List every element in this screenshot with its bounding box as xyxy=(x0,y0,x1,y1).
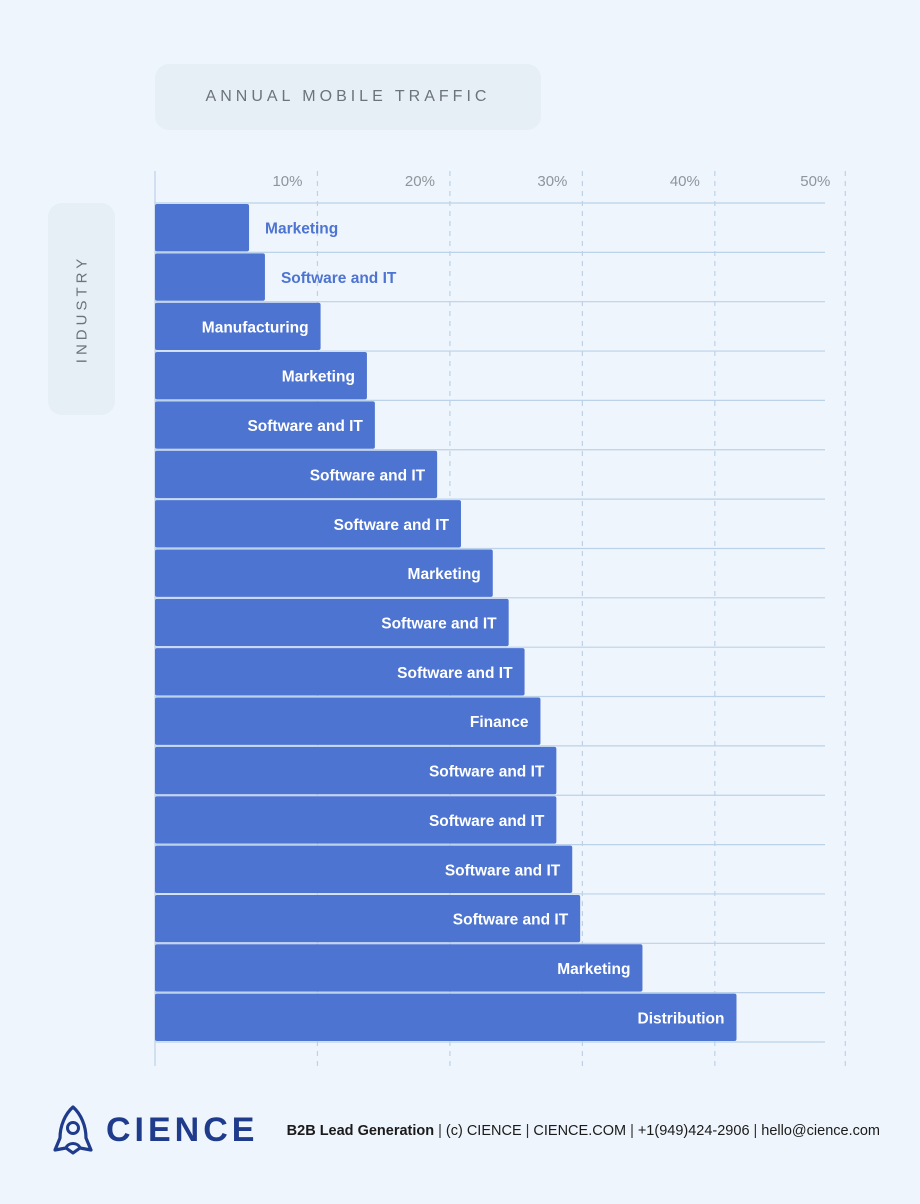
x-tick-label: 50% xyxy=(800,173,830,190)
bar-label: Software and IT xyxy=(281,270,397,287)
bars: Marketing Software and IT Manufacturing Mar… xyxy=(155,204,737,1041)
chart-title: ANNUAL MOBILE TRAFFIC xyxy=(205,88,491,105)
phone-number[interactable]: +1(949)424-2906 xyxy=(637,1123,750,1139)
bar-label: Software and IT xyxy=(334,517,450,534)
bar xyxy=(155,598,509,647)
bar xyxy=(155,450,438,499)
bar xyxy=(155,648,525,696)
bar xyxy=(155,697,541,745)
x-tick-label: 40% xyxy=(670,173,700,190)
bar xyxy=(155,993,737,1041)
bar-label: Software and IT xyxy=(445,862,561,879)
bar-label: Marketing xyxy=(282,369,355,386)
bar-label: Software and IT xyxy=(310,467,426,484)
tagline: B2B Lead Generation xyxy=(286,1123,435,1139)
bar xyxy=(155,549,493,597)
email-link[interactable]: hello@cience.com xyxy=(761,1123,880,1139)
bar-label: Manufacturing xyxy=(202,319,309,336)
bar-label: Marketing xyxy=(557,961,630,978)
bar-chart: 10% 20% 30% 40% 50% Marketing Software and IT… xyxy=(154,171,846,1066)
bar-label: Distribution xyxy=(638,1010,725,1027)
contact-line: B2B Lead Generation | (c) CIENCE | CIENCE.CO… xyxy=(286,1123,880,1139)
x-tick-label: 10% xyxy=(272,173,302,190)
x-axis-ticks: 10% 20% 30% 40% 50% xyxy=(272,173,830,190)
website-link[interactable]: CIENCE.COM xyxy=(533,1123,627,1139)
bar xyxy=(155,352,367,400)
bar-label: Finance xyxy=(470,714,529,731)
chart-title-box: ANNUAL MOBILE TRAFFIC xyxy=(155,64,541,130)
bar xyxy=(155,253,265,301)
y-axis-label-box: INDUSTRY xyxy=(48,203,115,415)
cience-logo[interactable]: CIENCE xyxy=(50,1104,258,1156)
bar-label: Software and IT xyxy=(429,764,545,781)
bar xyxy=(155,894,581,943)
bar xyxy=(155,944,643,992)
bar xyxy=(155,302,321,351)
bar-label: Software and IT xyxy=(453,912,569,929)
x-tick-label: 20% xyxy=(405,173,435,190)
bar xyxy=(155,500,461,548)
footer: CIENCE B2B Lead Generation | (c) CIENCE | CI… xyxy=(50,1104,880,1160)
x-tick-label: 30% xyxy=(537,173,567,190)
bar-label: Software and IT xyxy=(247,418,363,435)
bar-label: Marketing xyxy=(408,566,481,583)
bar-label: Marketing xyxy=(265,221,338,238)
bar xyxy=(155,746,557,795)
grid-lines xyxy=(154,171,846,1066)
copyright: (c) CIENCE xyxy=(445,1123,522,1139)
bar xyxy=(155,796,557,844)
bar xyxy=(155,401,375,449)
rocket-icon xyxy=(53,1105,93,1155)
bar xyxy=(155,845,573,893)
bar-label: Software and IT xyxy=(429,813,545,830)
bar-label: Software and IT xyxy=(397,665,513,682)
bar xyxy=(155,204,250,252)
brand-name: CIENCE xyxy=(106,1110,259,1149)
bar-label: Software and IT xyxy=(381,616,497,633)
